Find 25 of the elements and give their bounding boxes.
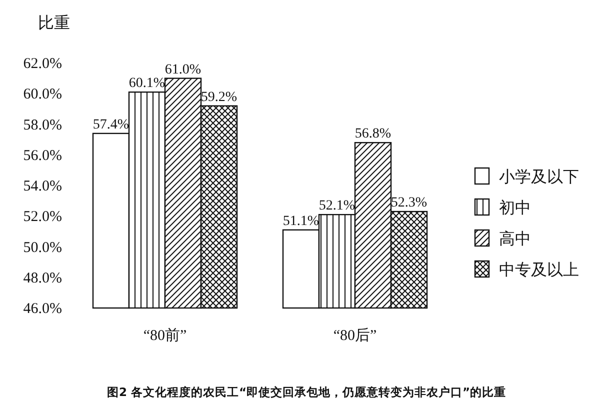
y-tick-label: 56.0% <box>23 148 62 164</box>
x-tick-label: “80后” <box>333 327 377 344</box>
data-label: 51.1% <box>282 214 320 229</box>
y-tick-label: 46.0% <box>23 301 62 317</box>
legend-label: 高中 <box>499 229 531 248</box>
data-label: 60.1% <box>128 76 166 92</box>
y-tick-label: 58.0% <box>23 117 62 134</box>
data-label: 52.3% <box>390 196 428 211</box>
legend-label: 小学及以下 <box>499 167 579 186</box>
x-tick-label: “80前” <box>143 327 187 344</box>
y-tick-label: 60.0% <box>23 86 62 103</box>
y-tick-label: 62.0% <box>23 56 62 72</box>
legend-label: 初中 <box>499 198 531 217</box>
data-label: 56.8% <box>354 126 392 142</box>
data-label: 57.4% <box>92 117 130 132</box>
y-axis-title: 比重 <box>38 13 70 32</box>
text: 图2 各文化程度的农民工“即使交回承包地，仍愿意转变为非农户口”的比重 <box>106 385 506 399</box>
data-label: 52.1% <box>318 198 356 214</box>
y-tick-label: 50.0% <box>23 240 62 256</box>
data-label: 61.0% <box>164 62 202 78</box>
y-tick-label: 48.0% <box>23 270 62 286</box>
data-label: 59.2% <box>200 90 238 105</box>
y-tick-label: 54.0% <box>23 178 62 194</box>
legend-label: 中专及以上 <box>499 260 579 279</box>
y-tick-label: 52.0% <box>23 209 62 226</box>
